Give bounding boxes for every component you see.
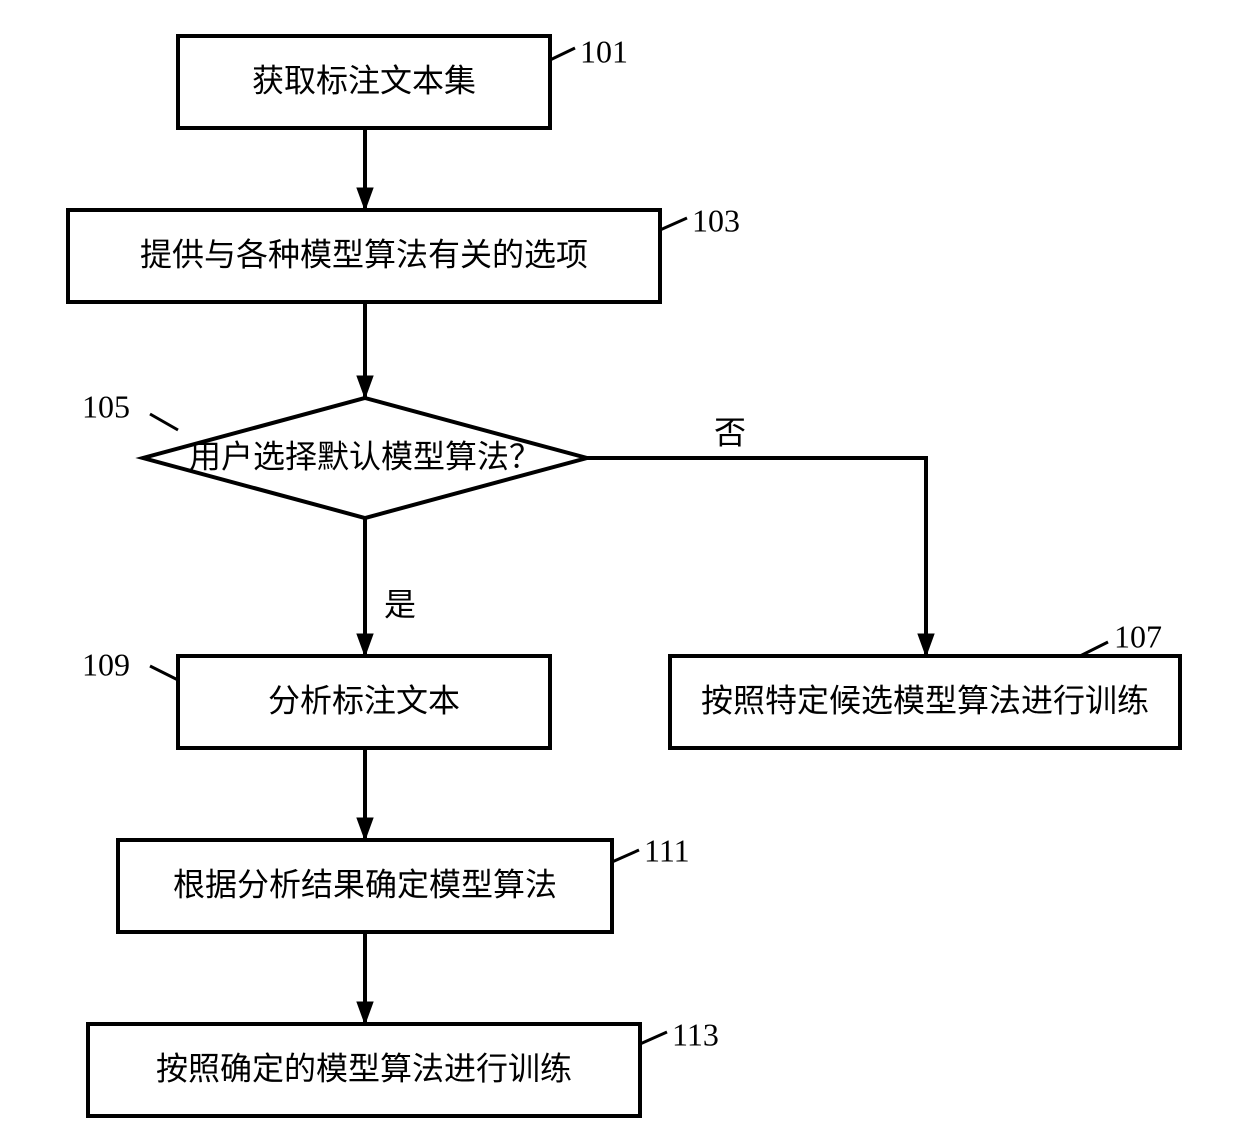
- flow-edge: 否: [587, 414, 934, 656]
- label-leader: [150, 666, 178, 680]
- flow-node: 根据分析结果确定模型算法: [118, 840, 612, 932]
- node-ref-label: 107: [1114, 618, 1162, 654]
- edge-label: 否: [714, 414, 746, 450]
- arrowhead-icon: [357, 634, 373, 656]
- flow-node: 获取标注文本集: [178, 36, 550, 128]
- flow-edge: [357, 932, 373, 1024]
- flow-node: 按照特定候选模型算法进行训练: [670, 656, 1180, 748]
- edge-label: 是: [384, 586, 416, 622]
- label-leader: [150, 414, 178, 430]
- flow-edge: 是: [357, 518, 416, 656]
- node-ref-label: 103: [692, 202, 740, 238]
- nodes-layer: 获取标注文本集提供与各种模型算法有关的选项用户选择默认模型算法？分析标注文本按照…: [68, 36, 1180, 1116]
- node-ref-label: 101: [580, 33, 628, 69]
- node-text: 按照特定候选模型算法进行训练: [701, 682, 1149, 718]
- flow-node: 按照确定的模型算法进行训练: [88, 1024, 640, 1116]
- node-ref-label: 113: [672, 1016, 719, 1052]
- flow-node: 用户选择默认模型算法？: [143, 398, 587, 518]
- arrowhead-icon: [918, 634, 934, 656]
- edge-line: [587, 458, 926, 656]
- flow-edge: [357, 302, 373, 398]
- flow-node: 提供与各种模型算法有关的选项: [68, 210, 660, 302]
- flow-edge: [357, 748, 373, 840]
- arrowhead-icon: [357, 376, 373, 398]
- label-leader: [1080, 642, 1108, 656]
- node-text: 分析标注文本: [268, 682, 460, 718]
- node-ref-label: 109: [82, 646, 130, 682]
- node-text: 提供与各种模型算法有关的选项: [140, 236, 588, 272]
- label-leader: [612, 850, 639, 862]
- label-leader: [550, 48, 575, 60]
- arrowhead-icon: [357, 818, 373, 840]
- flow-node: 分析标注文本: [178, 656, 550, 748]
- node-text: 用户选择默认模型算法？: [189, 438, 541, 474]
- node-ref-label: 111: [644, 832, 690, 868]
- arrowhead-icon: [357, 1002, 373, 1024]
- arrowhead-icon: [357, 188, 373, 210]
- label-leader: [660, 218, 687, 230]
- node-ref-label: 105: [82, 388, 130, 424]
- label-leader: [640, 1032, 667, 1044]
- node-text: 获取标注文本集: [252, 62, 476, 98]
- node-text: 根据分析结果确定模型算法: [173, 866, 557, 902]
- node-text: 按照确定的模型算法进行训练: [156, 1050, 572, 1086]
- flow-edge: [357, 128, 373, 210]
